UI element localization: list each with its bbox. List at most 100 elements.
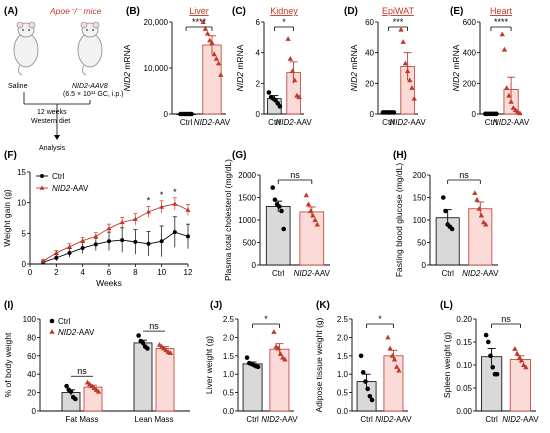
category-suffix: -AAV: [394, 415, 413, 424]
nid2-data-point: [385, 334, 391, 340]
nid2-data-point: [499, 31, 505, 37]
ctrl-data-point: [488, 353, 493, 359]
nid2-data-point: [314, 221, 320, 227]
nid2-data-point: [394, 364, 400, 369]
category-suffix: -AAV: [312, 269, 331, 278]
y-tick-label: 0.15: [456, 338, 472, 347]
ctrl-data-point: [244, 355, 250, 360]
significance-label: ns: [77, 366, 87, 376]
y-tick-label: 0: [370, 110, 375, 119]
nid2-data-point: [518, 357, 525, 363]
y-tick-label: 2: [256, 79, 261, 88]
y-tick-label: 2.0: [337, 333, 349, 342]
nid2-data-point: [172, 201, 178, 206]
nid2-data-point: [398, 26, 404, 32]
x-axis-label: Weeks: [96, 278, 122, 288]
x-tick-label: 2: [54, 268, 59, 277]
y-tick-label: 50: [417, 239, 426, 248]
nid2-data-point: [523, 364, 529, 370]
nid2-bar: [299, 211, 325, 266]
y-tick-label: 0: [22, 260, 27, 269]
significance-label: ****: [494, 17, 509, 27]
y-tick-label: 400: [463, 49, 477, 58]
panel-label: (L): [440, 300, 453, 311]
ctrl-data-point: [120, 238, 125, 243]
y-tick-label: 1.0: [337, 370, 349, 379]
x-category-label: Ctrl: [268, 118, 281, 127]
x-tick-label: 10: [157, 268, 166, 277]
significance-mark: *: [160, 190, 164, 200]
ctrl-data-point: [68, 389, 74, 394]
y-axis-label: Fasting blood glucose (mg/dL): [394, 163, 404, 278]
nid2-data-point: [207, 37, 213, 43]
ctrl-data-point: [440, 195, 446, 200]
y-tick-label: 500: [243, 239, 257, 248]
significance-label: *: [264, 314, 268, 324]
nid2-data-point: [478, 212, 485, 218]
nid2-data-point: [119, 219, 125, 225]
y-tick-label: 0.5: [223, 389, 235, 398]
y-axis-label: Weight gain (g): [2, 189, 12, 247]
category-gene: NID2: [261, 415, 280, 424]
y-label-rest: mRNA: [451, 44, 461, 72]
ctrl-data-point: [80, 246, 85, 251]
legend-ctrl-marker: [49, 318, 55, 324]
mice-title: Apoe⁻/⁻ mice: [49, 6, 102, 16]
step-diet: Western diet: [31, 118, 70, 125]
y-tick-label: 0.0: [337, 407, 349, 416]
significance-label: *: [282, 17, 286, 27]
nid2-data-point: [95, 388, 102, 394]
nid2-data-point: [308, 208, 314, 213]
y-label-rest: mRNA: [349, 44, 359, 72]
category-gene: NID2: [275, 118, 294, 127]
panel-k-chart: (K) 0.0 0.5 1.0 1.5 2.0 2.5 Adipose tissue weig…: [314, 300, 412, 424]
nid2-data-point: [305, 201, 312, 207]
panel-a-label: (A): [4, 6, 18, 17]
ctrl-data-point: [369, 397, 375, 403]
nid2-data-point: [303, 192, 309, 198]
y-tick-label: 20: [365, 79, 374, 88]
category-gene: NID2: [462, 269, 481, 278]
ctrl-data-point: [146, 241, 151, 246]
x-tick-label: 0: [28, 268, 33, 277]
ctrl-data-point: [67, 250, 72, 255]
nid2-data-point: [204, 30, 211, 36]
x-category-label: NID2-AAV: [375, 415, 412, 424]
category-gene: NID2: [493, 118, 512, 127]
x-category-label: Ctrl: [272, 269, 285, 278]
ctrl-data-point: [281, 226, 287, 232]
y-tick-label: 0: [32, 407, 37, 416]
x-tick-label: 12: [184, 268, 193, 277]
ctrl-bar: [265, 206, 291, 266]
y-tick-label: 0.00: [456, 407, 472, 416]
ctrl-data-point: [186, 234, 190, 239]
y-tick-label: 0: [252, 261, 257, 270]
nid2-data-point: [521, 362, 527, 367]
step-analysis: Analysis: [39, 145, 66, 152]
nid2-data-point: [167, 350, 174, 356]
y-tick-label: 80: [27, 333, 36, 342]
x-category-label: Ctrl: [246, 415, 259, 424]
y-tick-label: 10: [17, 199, 26, 208]
panel-label: (H): [393, 150, 407, 161]
y-label-rest: mRNA: [122, 44, 132, 72]
nid2-data-point: [146, 209, 151, 214]
nid2-data-point: [501, 46, 508, 52]
nid2-data-point: [516, 355, 522, 361]
x-tick-label: 4: [80, 268, 85, 277]
y-tick-label: 0: [422, 261, 427, 270]
ctrl-data-point: [189, 111, 194, 117]
nid2-series-line: [42, 203, 189, 262]
nid2-data-point: [209, 39, 215, 45]
aav-dose: (6.5 × 10¹¹ GC, i.p.): [63, 91, 124, 98]
legend-gene: NID2: [52, 184, 71, 193]
significance-label: ns: [459, 170, 469, 180]
y-tick-label: 4: [256, 49, 261, 58]
ctrl-bar: [133, 342, 153, 412]
ctrl-data-point: [277, 204, 282, 209]
ctrl-data-point: [449, 226, 455, 232]
x-category-label: NID2-AAV: [294, 269, 331, 278]
